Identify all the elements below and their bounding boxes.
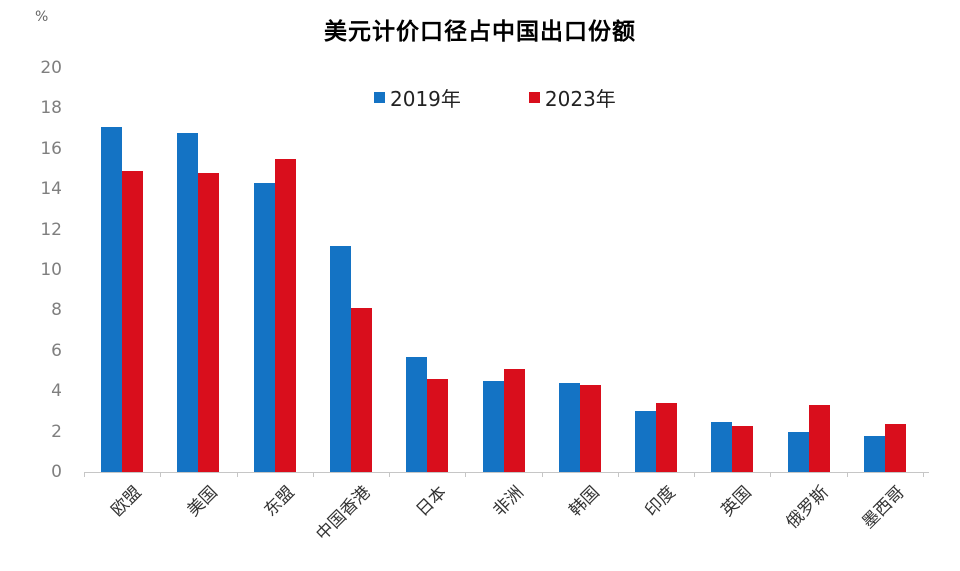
x-axis-line [84, 472, 929, 473]
x-axis-tick [541, 472, 543, 477]
y-axis-tick-label: 20 [40, 58, 62, 78]
x-axis-category-label: 英国 [717, 482, 757, 521]
x-axis-tick [846, 472, 848, 477]
x-axis-category-label: 中国香港 [312, 482, 375, 545]
x-axis-category-label: 欧盟 [107, 482, 146, 521]
bar [558, 383, 580, 472]
legend-label-2019: 2019年 [390, 87, 461, 111]
bar [711, 421, 733, 472]
bar [656, 403, 678, 472]
y-axis-unit-label: % [35, 9, 49, 25]
legend-label-2023: 2023年 [544, 87, 616, 111]
bar [863, 435, 885, 472]
bar [274, 158, 296, 472]
bar [427, 379, 449, 472]
bar [808, 405, 830, 472]
y-axis-tick-label: 2 [51, 421, 62, 442]
x-axis-category-label: 非洲 [488, 482, 528, 521]
legend-swatch-2019-icon [374, 92, 385, 103]
bar [350, 308, 372, 472]
x-axis-tick [389, 472, 391, 477]
bar [198, 173, 220, 472]
y-axis-tick-label: 6 [51, 340, 62, 361]
y-axis-tick-label: 18 [40, 98, 62, 119]
x-axis-tick [160, 472, 162, 477]
y-axis-tick-label: 8 [51, 300, 62, 321]
y-axis-tick-label: 12 [40, 219, 62, 240]
x-axis-category-label: 墨西哥 [858, 482, 909, 533]
y-axis-tick-label: 0 [51, 462, 62, 482]
bar [406, 356, 428, 472]
bar [482, 381, 504, 472]
legend-item-2019: 2019年 [374, 83, 461, 112]
x-axis-tick [617, 472, 619, 477]
x-axis-category-label: 俄罗斯 [782, 482, 833, 533]
x-axis-tick [923, 472, 924, 477]
bar [732, 425, 754, 472]
y-axis-tick-label: 14 [40, 179, 62, 200]
bar [177, 132, 199, 472]
x-axis-tick [465, 472, 467, 477]
legend: 2019年 2023年 [374, 83, 616, 112]
x-axis-tick [236, 472, 238, 477]
bar [503, 368, 525, 472]
bar [329, 245, 351, 472]
bar [122, 171, 144, 472]
legend-item-2023: 2023年 [528, 83, 616, 112]
x-axis-category-label: 东盟 [260, 482, 299, 521]
x-axis-tick [770, 472, 772, 477]
legend-swatch-2023-icon [528, 92, 540, 103]
bar [787, 431, 809, 472]
x-axis-category-label: 日本 [412, 482, 451, 521]
x-axis-category-label: 美国 [183, 482, 223, 521]
x-axis-tick [84, 472, 85, 477]
x-axis-category-label: 印度 [641, 482, 680, 521]
y-axis-tick-label: 4 [51, 381, 62, 402]
y-axis-tick-label: 10 [40, 260, 62, 280]
bar [635, 411, 657, 472]
bar [884, 423, 906, 472]
bar [579, 385, 601, 472]
bar [101, 126, 123, 472]
chart-title: 美元计价口径占中国出口份额 [324, 18, 636, 45]
x-axis-category-label: 韩国 [565, 482, 604, 521]
bar [253, 183, 275, 472]
x-axis-tick [694, 472, 696, 477]
y-axis-tick-label: 16 [40, 138, 62, 159]
x-axis-tick [312, 472, 314, 477]
